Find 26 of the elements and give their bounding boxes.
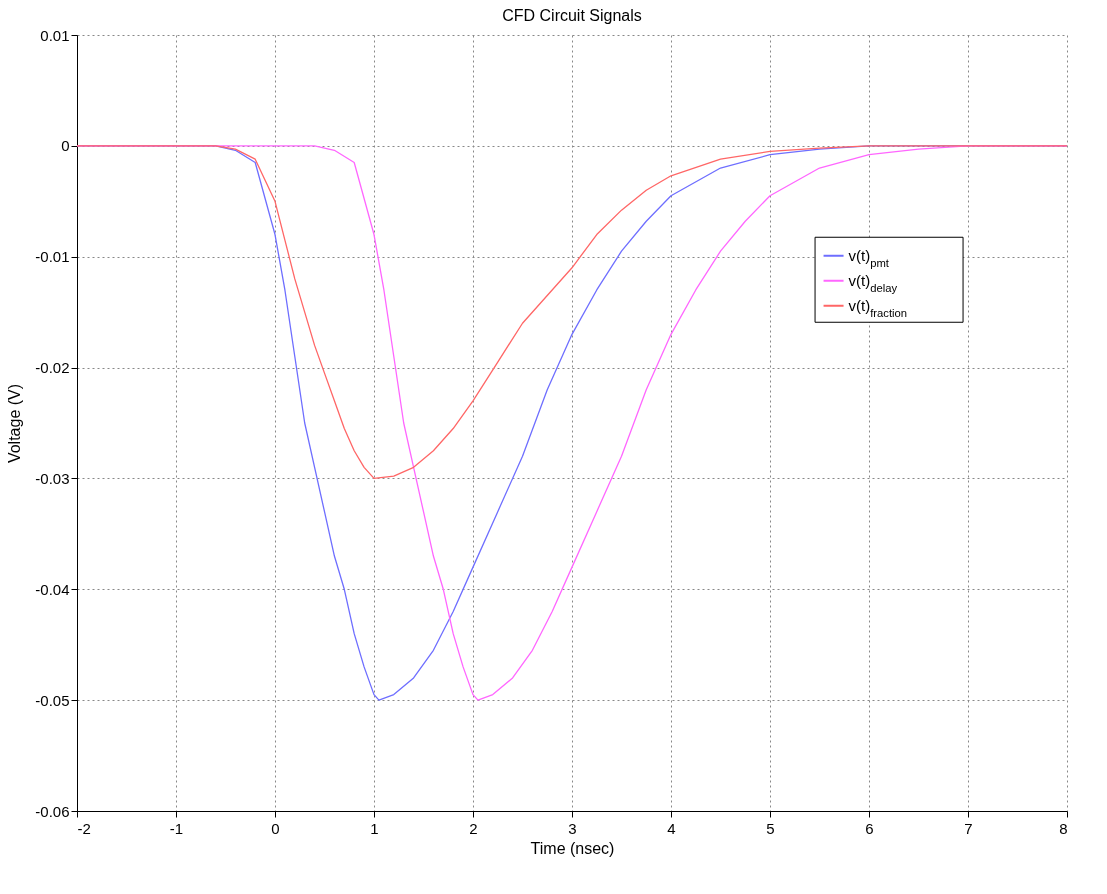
x-axis-title: Time (nsec) (530, 839, 615, 857)
y-tick-label: -0.02 (35, 359, 70, 377)
x-tick-label: 6 (865, 819, 874, 837)
x-tick-label: -2 (77, 819, 91, 837)
y-tick-label: -0.05 (35, 691, 70, 709)
legend-label: v(t)$_{fraction}$ (848, 296, 908, 319)
y-tick-label: -0.01 (35, 248, 70, 266)
chart-title: CFD Circuit Signals (502, 7, 642, 24)
y-tick-label: 0.01 (40, 26, 70, 44)
line-series (76, 145, 1068, 480)
y-tick-label: -0.03 (35, 469, 70, 487)
x-tick-label: 1 (370, 819, 379, 837)
x-tick-label: 5 (766, 819, 775, 837)
y-axis-title: Voltage (V) (6, 383, 24, 464)
y-tick-label: -0.04 (35, 580, 70, 598)
legend-label: v(t)$_{pmt}$ (848, 246, 890, 269)
x-tick-label: 0 (271, 819, 280, 837)
y-tick-label: 0 (61, 137, 70, 155)
x-tick-label: 2 (469, 819, 478, 837)
x-tick-label: -1 (169, 819, 184, 837)
legend-label: v(t)$_{delay}$ (848, 271, 898, 294)
x-tick-label: 3 (568, 819, 577, 837)
x-tick-label: 7 (964, 819, 973, 837)
x-tick-label: 8 (1059, 819, 1068, 837)
x-tick-label: 4 (667, 819, 676, 837)
y-tick-label: -0.06 (35, 802, 70, 820)
